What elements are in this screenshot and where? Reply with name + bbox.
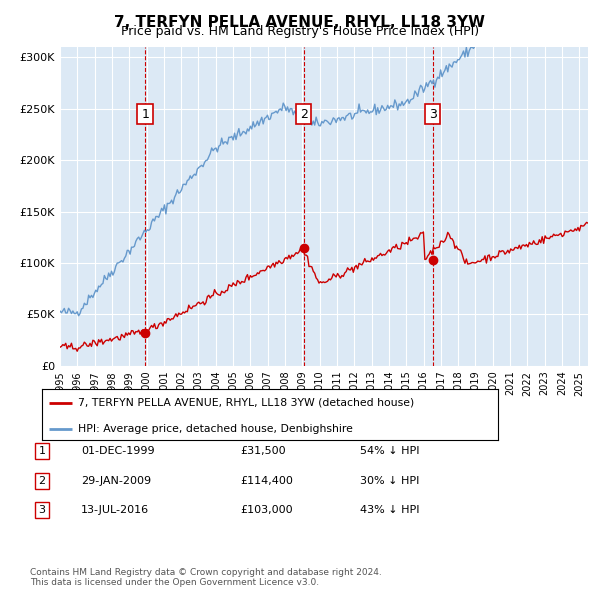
Text: 2: 2 <box>38 476 46 486</box>
Text: 13-JUL-2016: 13-JUL-2016 <box>81 506 149 515</box>
Text: 2: 2 <box>300 107 308 120</box>
Text: £103,000: £103,000 <box>240 506 293 515</box>
Text: 3: 3 <box>38 506 46 515</box>
Text: 30% ↓ HPI: 30% ↓ HPI <box>360 476 419 486</box>
Text: £114,400: £114,400 <box>240 476 293 486</box>
Text: Contains HM Land Registry data © Crown copyright and database right 2024.
This d: Contains HM Land Registry data © Crown c… <box>30 568 382 587</box>
Text: 3: 3 <box>429 107 437 120</box>
Text: 54% ↓ HPI: 54% ↓ HPI <box>360 447 419 456</box>
Text: HPI: Average price, detached house, Denbighshire: HPI: Average price, detached house, Denb… <box>79 424 353 434</box>
Text: 1: 1 <box>38 447 46 456</box>
Text: 29-JAN-2009: 29-JAN-2009 <box>81 476 151 486</box>
Text: £31,500: £31,500 <box>240 447 286 456</box>
Text: 43% ↓ HPI: 43% ↓ HPI <box>360 506 419 515</box>
Text: 7, TERFYN PELLA AVENUE, RHYL, LL18 3YW (detached house): 7, TERFYN PELLA AVENUE, RHYL, LL18 3YW (… <box>79 398 415 408</box>
Text: 1: 1 <box>141 107 149 120</box>
Text: Price paid vs. HM Land Registry's House Price Index (HPI): Price paid vs. HM Land Registry's House … <box>121 25 479 38</box>
Text: 7, TERFYN PELLA AVENUE, RHYL, LL18 3YW: 7, TERFYN PELLA AVENUE, RHYL, LL18 3YW <box>115 15 485 30</box>
Text: 01-DEC-1999: 01-DEC-1999 <box>81 447 155 456</box>
